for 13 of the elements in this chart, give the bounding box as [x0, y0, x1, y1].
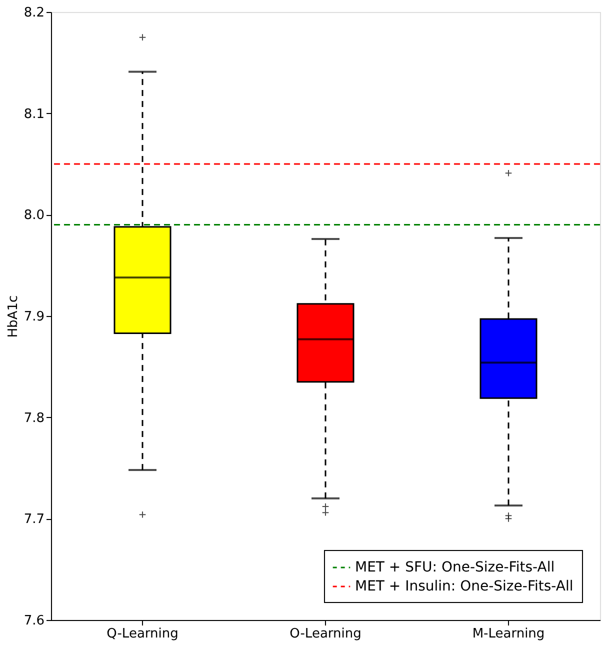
x-tick-label: M-Learning: [472, 626, 545, 642]
x-tick-label: Q-Learning: [106, 626, 178, 642]
y-tick-label: 7.7: [24, 512, 44, 528]
legend-label: MET + SFU: One-Size-Fits-All: [355, 560, 555, 576]
y-tick-label: 8.1: [24, 106, 44, 122]
y-tick-label: 7.8: [24, 410, 44, 426]
legend-label: MET + Insulin: One-Size-Fits-All: [355, 578, 574, 594]
y-tick-label: 8.2: [24, 6, 44, 20]
y-tick-label: 7.6: [24, 614, 44, 628]
y-tick-label: 7.9: [24, 310, 44, 324]
y-axis-title: HbA1c: [6, 295, 21, 338]
y-tick-label: 8.0: [24, 208, 44, 224]
x-tick-label: O-Learning: [290, 626, 362, 642]
